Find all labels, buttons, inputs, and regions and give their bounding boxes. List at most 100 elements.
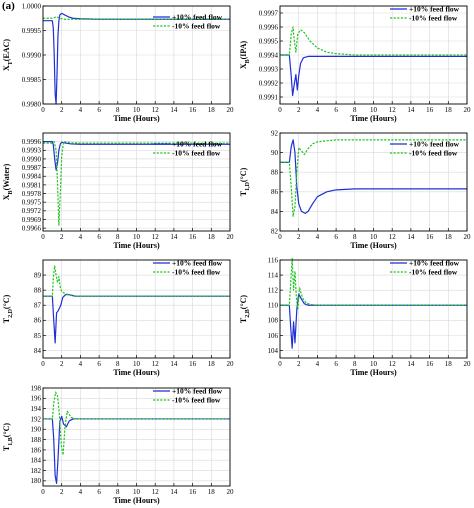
x-tick-label: 14 — [170, 488, 178, 496]
x-tick-label: 0 — [41, 360, 45, 368]
x-tick-label: 18 — [208, 106, 216, 114]
x-axis-title: Time (Hours) — [350, 241, 397, 250]
x-tick-label: 14 — [170, 233, 178, 241]
y-tick-label: 190 — [31, 426, 42, 434]
y-tick-label: 0.9993 — [22, 147, 42, 155]
x-tick-label: 20 — [464, 233, 472, 241]
legend-label: +10% feed flow — [409, 140, 460, 149]
x-tick-label: 10 — [370, 233, 378, 241]
series-line — [280, 139, 467, 217]
y-tick-label: 0.9980 — [22, 100, 42, 108]
x-tick-label: 16 — [426, 106, 434, 114]
x-axis-title: Time (Hours) — [113, 368, 160, 377]
plot-frame — [279, 5, 468, 105]
chart-t2b: 0 2 4 6 8 10 12 14 16 18 20 104 106 108 110 112 114 116 +1… — [239, 256, 472, 377]
x-tick-label: 2 — [60, 233, 64, 241]
x-axis-title: Time (Hours) — [113, 114, 160, 123]
x-tick-label: 2 — [60, 488, 64, 496]
y-tick-label: 0.9978 — [22, 190, 42, 198]
y-tick-label: 84 — [34, 347, 42, 355]
x-tick-label: 8 — [353, 360, 357, 368]
legend-label: -10% feed flow — [409, 14, 458, 23]
x-tick-label: 12 — [152, 106, 160, 114]
legend-label: +10% feed flow — [172, 387, 223, 396]
x-tick-label: 0 — [41, 233, 45, 241]
y-tick-label: 87 — [34, 302, 42, 310]
plot-frame — [279, 132, 468, 232]
legend-label: -10% feed flow — [172, 396, 221, 405]
y-tick-label: 85 — [34, 332, 42, 340]
x-tick-label: 10 — [133, 488, 141, 496]
x-axis-title: Time (Hours) — [350, 114, 397, 123]
series-line — [280, 139, 467, 214]
legend-label: +10% feed flow — [172, 140, 223, 149]
y-tick-label: 1.0000 — [22, 2, 42, 10]
y-tick-label: 86 — [34, 317, 42, 325]
y-tick-label: 0.9984 — [22, 173, 42, 181]
series-line — [43, 141, 230, 226]
series-line — [280, 26, 467, 56]
series-line — [280, 257, 467, 310]
y-tick-label: 0.9972 — [22, 207, 42, 215]
y-axis-title: T2,D(°C) — [2, 294, 14, 323]
x-tick-label: 18 — [445, 360, 453, 368]
y-axis-title: T1,D(°C) — [239, 167, 251, 196]
y-tick-label: 0.9995 — [22, 27, 42, 35]
y-tick-label: 0.9991 — [259, 93, 279, 101]
x-tick-label: 2 — [297, 360, 301, 368]
x-tick-label: 2 — [60, 360, 64, 368]
x-tick-label: 4 — [79, 488, 83, 496]
legend-label: -10% feed flow — [172, 268, 221, 277]
y-tick-label: 88 — [271, 169, 279, 177]
y-tick-label: 88 — [34, 287, 42, 295]
series-line — [43, 391, 230, 456]
y-tick-label: 106 — [268, 332, 279, 340]
x-axis-title: Time (Hours) — [113, 241, 160, 250]
x-tick-label: 20 — [227, 360, 235, 368]
y-tick-label: 108 — [268, 317, 279, 325]
chart-t1b: 0 2 4 6 8 10 12 14 16 18 20 180 182 184 186 188 190 192 19… — [2, 384, 234, 505]
x-tick-label: 20 — [227, 106, 235, 114]
series-line — [43, 415, 230, 485]
x-tick-label: 6 — [334, 360, 338, 368]
x-tick-label: 20 — [464, 360, 472, 368]
x-tick-label: 10 — [370, 106, 378, 114]
plot-frame — [42, 132, 231, 232]
x-tick-label: 0 — [41, 488, 45, 496]
plot-frame — [279, 259, 468, 359]
legend-label: -10% feed flow — [172, 149, 221, 158]
x-tick-label: 8 — [116, 106, 120, 114]
x-tick-label: 2 — [297, 233, 301, 241]
chart-t1d: 0 2 4 6 8 10 12 14 16 18 20 82 84 86 88 90 92 +10% feed f… — [239, 129, 472, 250]
y-tick-label: 90 — [271, 149, 279, 157]
x-tick-label: 18 — [445, 233, 453, 241]
y-tick-label: 192 — [31, 415, 42, 423]
x-tick-label: 10 — [133, 360, 141, 368]
y-tick-label: 196 — [31, 395, 42, 403]
x-tick-label: 0 — [278, 233, 282, 241]
y-axis-title: XB(IPA) — [239, 41, 251, 70]
chart-xt-eac: 0 2 4 6 8 10 12 14 16 18 20 0.9980 0.9985 0.9990 0.999… — [2, 2, 235, 123]
figure-panel-label: (a) — [2, 0, 15, 12]
x-tick-label: 8 — [116, 488, 120, 496]
x-tick-label: 10 — [370, 360, 378, 368]
x-tick-label: 4 — [316, 360, 320, 368]
legend-label: +10% feed flow — [409, 259, 460, 268]
series-line — [43, 265, 230, 297]
x-tick-label: 14 — [407, 233, 415, 241]
y-tick-label: 188 — [31, 436, 42, 444]
x-tick-label: 6 — [97, 360, 101, 368]
x-tick-label: 12 — [152, 360, 160, 368]
y-tick-label: 89 — [34, 271, 42, 279]
x-tick-label: 18 — [445, 106, 453, 114]
x-tick-label: 20 — [227, 233, 235, 241]
x-tick-label: 16 — [189, 488, 197, 496]
y-tick-label: 198 — [31, 384, 42, 392]
x-tick-label: 8 — [116, 233, 120, 241]
x-tick-label: 4 — [316, 233, 320, 241]
y-tick-label: 86 — [271, 188, 279, 196]
series-line — [43, 16, 230, 20]
x-tick-label: 14 — [407, 360, 415, 368]
x-tick-label: 4 — [79, 360, 83, 368]
x-tick-label: 6 — [97, 106, 101, 114]
